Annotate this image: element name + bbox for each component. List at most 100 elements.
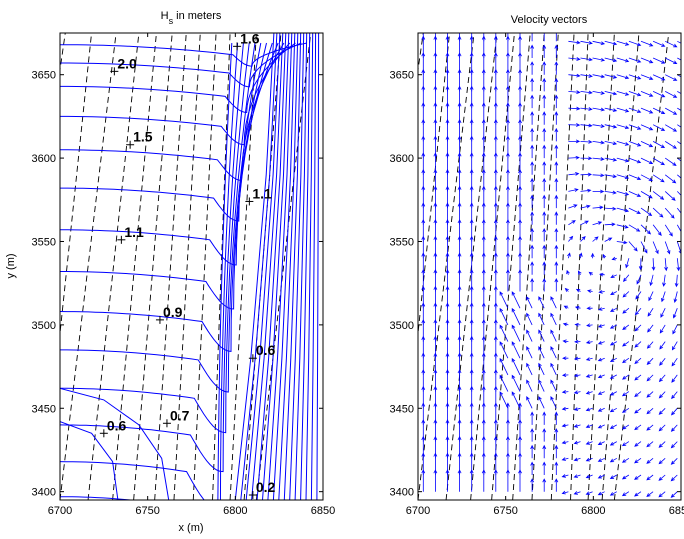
velocity-arrow (568, 204, 578, 209)
velocity-arrow (580, 156, 593, 161)
velocity-arrow (652, 191, 665, 200)
velocity-arrow (659, 341, 666, 350)
contour-line (262, 33, 290, 500)
velocity-arrow (604, 74, 618, 79)
velocity-arrow (677, 57, 681, 61)
velocity-arrow (542, 111, 547, 125)
contour-line (60, 42, 250, 434)
velocity-arrow (542, 277, 547, 292)
velocity-arrow (628, 40, 642, 47)
velocity-arrow (597, 391, 605, 395)
velocity-arrow (604, 141, 618, 146)
velocity-arrow (586, 323, 593, 328)
velocity-arrow (550, 296, 557, 309)
velocity-arrow (554, 61, 559, 75)
velocity-arrow (652, 174, 665, 183)
velocity-arrow (542, 411, 547, 425)
left-x-ticks: 6700 6750 6800 6850 (48, 33, 335, 517)
velocity-arrow (604, 57, 618, 63)
velocity-arrow (499, 324, 509, 342)
velocity-arrow (602, 253, 607, 259)
velocity-arrow (574, 339, 581, 344)
contour-line (305, 33, 314, 500)
velocity-arrow (638, 258, 643, 271)
velocity-arrow (671, 374, 678, 383)
right-x-ticks: 6700 6750 6800 6850 (406, 33, 684, 517)
velocity-arrow (586, 289, 593, 294)
velocity-arrow (665, 74, 678, 81)
left-title: Hs in meters (161, 10, 222, 26)
velocity-arrow (554, 77, 559, 92)
velocity-arrow (580, 57, 593, 62)
contour-line (283, 33, 302, 500)
velocity-arrow (628, 124, 642, 130)
velocity-arrow (636, 274, 642, 285)
velocity-arrow (640, 124, 654, 131)
velocity-arrow (568, 90, 581, 94)
contour-line (272, 33, 296, 500)
velocity-arrow (671, 391, 678, 400)
velocity-arrow (677, 174, 681, 179)
velocity-arrow (621, 424, 630, 430)
velocity-arrow (567, 252, 571, 259)
velocity-arrow (530, 194, 535, 209)
dashed-ray-line (418, 33, 475, 500)
velocity-arrow (568, 57, 581, 61)
velocity-arrow (574, 322, 581, 327)
dashed-ray-line (60, 33, 117, 500)
velocity-arrow (662, 274, 666, 287)
velocity-arrow (621, 407, 630, 413)
velocity-arrow (634, 357, 642, 365)
velocity-arrow (634, 307, 642, 316)
velocity-arrow (647, 307, 654, 317)
contour-line (60, 42, 239, 500)
velocity-arrow (550, 379, 557, 392)
velocity-arrow (670, 424, 678, 432)
velocity-arrow (622, 357, 630, 364)
velocity-arrow (597, 341, 605, 345)
velocity-arrow (585, 474, 593, 479)
velocity-arrow (628, 224, 641, 232)
velocity-arrow (670, 458, 678, 465)
velocity-arrow (665, 107, 678, 115)
y-tick-label: 3500 (390, 320, 414, 332)
velocity-arrow (628, 57, 642, 63)
velocity-arrow (530, 277, 535, 292)
velocity-arrow (422, 33, 424, 42)
velocity-arrow (592, 57, 606, 62)
velocity-arrow (550, 396, 557, 409)
velocity-arrow (499, 357, 509, 376)
velocity-arrow (672, 308, 678, 319)
velocity-arrow (590, 252, 595, 259)
velocity-arrow (676, 207, 681, 214)
right-axes-box (417, 32, 682, 501)
velocity-arrow (580, 74, 593, 78)
dashed-ray-line (87, 33, 140, 500)
velocity-arrow (652, 224, 662, 236)
velocity-arrow (580, 40, 593, 45)
y-tick-label: 3650 (390, 70, 414, 82)
velocity-arrow (609, 374, 617, 379)
velocity-arrow (568, 123, 581, 127)
velocity-arrow (554, 111, 559, 125)
contour-label: 2.0 (117, 55, 137, 71)
contour-label: 0.2 (256, 479, 276, 495)
velocity-arrow (554, 428, 559, 442)
velocity-arrow (659, 357, 666, 366)
velocity-arrow (599, 272, 605, 277)
velocity-arrow (622, 374, 630, 380)
right-dashed-lines (418, 33, 670, 500)
velocity-arrow (575, 288, 581, 293)
velocity-arrow (677, 107, 681, 111)
velocity-arrow (543, 33, 545, 42)
contour-label: 1.6 (240, 30, 260, 46)
velocity-arrow (597, 324, 605, 328)
velocity-arrow (499, 291, 509, 309)
velocity-arrow (447, 33, 448, 42)
velocity-arrow (609, 457, 617, 463)
y-tick-label: 3450 (390, 403, 414, 415)
velocity-arrow (649, 274, 654, 287)
velocity-arrow (658, 441, 666, 448)
velocity-arrow (573, 424, 581, 428)
velocity-arrow (499, 307, 509, 326)
